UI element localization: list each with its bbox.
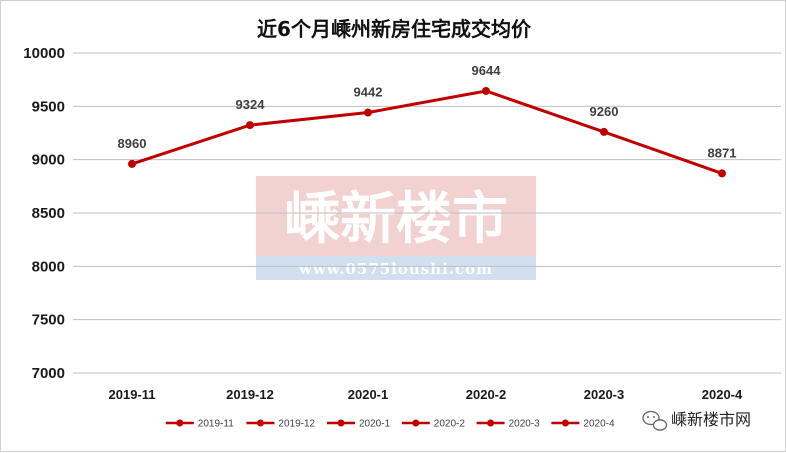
legend-marker-dot — [561, 419, 569, 427]
legend-marker-dot — [412, 419, 420, 427]
data-label: 8871 — [708, 145, 737, 160]
legend-marker-dot — [487, 419, 495, 427]
data-label: 9644 — [472, 63, 502, 78]
y-tick-label: 8000 — [32, 258, 65, 275]
y-tick-label: 7500 — [32, 312, 65, 329]
data-labels: 8960 9324 9442 9644 9260 8871 — [118, 63, 737, 160]
data-point — [364, 108, 372, 117]
data-label: 8960 — [118, 136, 147, 151]
legend-marker-dot — [337, 419, 345, 427]
data-label: 9442 — [354, 85, 383, 100]
data-label: 9324 — [236, 97, 266, 112]
x-tick-label: 2020-4 — [702, 387, 743, 402]
y-tick-label: 8500 — [32, 205, 65, 222]
legend-label: 2019-11 — [198, 419, 234, 430]
legend-label: 2020-1 — [359, 419, 391, 430]
x-tick-label: 2020-1 — [348, 387, 388, 402]
chart-title: 近6个月嵊州新房住宅成交均价 — [257, 17, 532, 41]
x-tick-label: 2019-12 — [226, 387, 274, 402]
data-point — [482, 86, 490, 95]
legend-label: 2019-12 — [278, 419, 315, 430]
y-tick-label: 9000 — [32, 152, 65, 169]
data-point — [600, 127, 608, 136]
y-axis-ticks: 7000 7500 8000 8500 9000 9500 10000 — [23, 45, 65, 382]
series — [128, 86, 726, 178]
gridlines — [73, 52, 781, 374]
legend-label: 2020-4 — [583, 419, 615, 430]
legend: 2019-11 2019-12 2020-1 2020-2 2020-3 2020-4 — [165, 419, 615, 430]
legend-marker-dot — [176, 419, 184, 427]
y-tick-label: 9500 — [32, 98, 65, 115]
watermark-url: www.0575loushi.com — [298, 260, 493, 278]
legend-label: 2020-2 — [434, 419, 466, 430]
x-tick-label: 2019-11 — [109, 387, 156, 402]
wechat-icon — [642, 410, 668, 431]
data-point — [128, 159, 136, 168]
data-label: 9260 — [590, 104, 619, 119]
brand: 嵊新楼市网 — [642, 410, 751, 431]
data-point — [718, 169, 726, 178]
y-tick-label: 7000 — [32, 365, 65, 382]
legend-label: 2020-3 — [509, 419, 541, 430]
legend-marker-dot — [256, 419, 264, 427]
x-axis-ticks: 2019-11 2019-12 2020-1 2020-2 2020-3 2020-4 — [109, 387, 744, 402]
data-point — [246, 121, 254, 130]
watermark-text: 嵊新楼市 — [284, 186, 508, 252]
series-line — [131, 89, 723, 175]
y-tick-label: 10000 — [23, 45, 65, 62]
watermark: 嵊新楼市 www.0575loushi.com — [256, 176, 536, 280]
brand-name: 嵊新楼市网 — [671, 410, 751, 429]
x-tick-label: 2020-3 — [584, 387, 624, 402]
x-tick-label: 2020-2 — [466, 387, 506, 402]
